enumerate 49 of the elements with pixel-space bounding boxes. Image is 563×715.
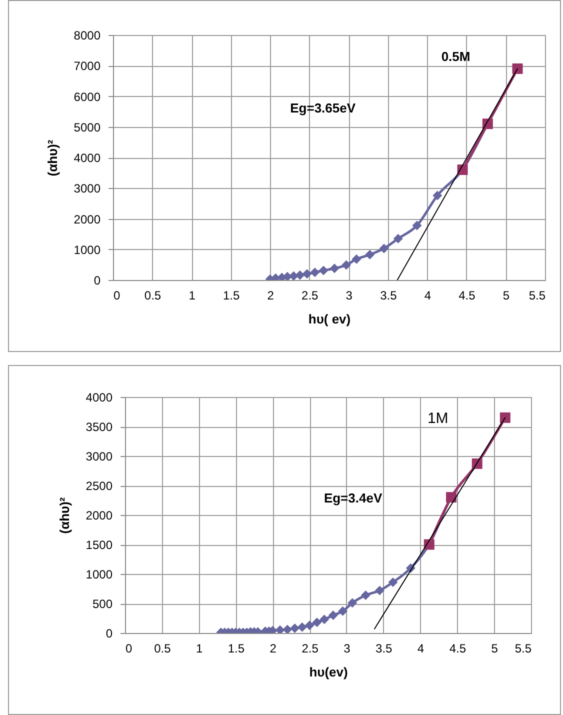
x-axis-title: hυ( ev) (308, 312, 351, 326)
y-tick-label: 8000 (74, 28, 101, 42)
x-axis-title: hυ(ev) (309, 664, 348, 680)
y-tick-label: 3000 (86, 450, 113, 464)
x-tick-label: 3 (346, 288, 353, 302)
x-tick-label: 4.5 (449, 642, 466, 656)
y-tick-label: 2500 (86, 479, 113, 493)
x-tick-label: 5.5 (514, 642, 532, 656)
y-tick-label: 4000 (74, 151, 101, 165)
y-tick-label: 1000 (74, 242, 101, 257)
x-tick-label: 4.5 (458, 288, 476, 302)
x-tick-label: 1.5 (228, 642, 245, 656)
annotation: 1M (427, 410, 448, 428)
y-tick-label: 4000 (86, 390, 113, 404)
x-tick-label: 1.5 (222, 288, 240, 302)
y-tick-label: 6000 (74, 90, 101, 104)
x-tick-label: 3.5 (380, 288, 398, 302)
y-tick-label: 3000 (74, 182, 101, 196)
x-tick-label: 4 (417, 642, 424, 656)
annotation: 0.5M (441, 49, 470, 64)
x-tick-label: 0.5 (144, 288, 162, 302)
x-tick-label: 2.5 (302, 642, 319, 656)
x-tick-label: 3 (344, 642, 351, 656)
y-tick-label: 2000 (74, 212, 101, 226)
x-tick-label: 5 (502, 288, 510, 302)
y-tick-label: 1000 (86, 568, 113, 582)
x-tick-label: 0.5 (154, 642, 172, 656)
x-tick-label: 1 (188, 288, 196, 302)
annotation: Eg=3.65eV (290, 100, 356, 116)
x-tick-label: 3.5 (376, 642, 393, 656)
x-tick-label: 2 (267, 288, 274, 302)
y-axis-title: (αhυ)² (56, 496, 72, 534)
y-tick-label: 500 (92, 597, 113, 611)
y-tick-label: 7000 (74, 59, 101, 74)
y-axis-title: (αhυ)² (44, 139, 60, 176)
annotation: Eg=3.4eV (324, 490, 382, 506)
x-tick-label: 4 (424, 288, 432, 302)
x-tick-label: 5.5 (528, 288, 546, 302)
x-tick-label: 1 (196, 642, 203, 656)
y-tick-label: 0 (94, 274, 101, 288)
y-tick-label: 2000 (86, 508, 113, 522)
x-tick-label: 5 (491, 642, 498, 656)
y-tick-label: 0 (106, 626, 113, 640)
x-tick-label: 0 (126, 642, 132, 656)
x-tick-label: 2 (270, 642, 277, 656)
y-tick-label: 3500 (86, 420, 113, 434)
y-tick-label: 1500 (86, 538, 113, 552)
x-tick-label: 2.5 (302, 288, 319, 302)
y-tick-label: 5000 (74, 120, 101, 134)
